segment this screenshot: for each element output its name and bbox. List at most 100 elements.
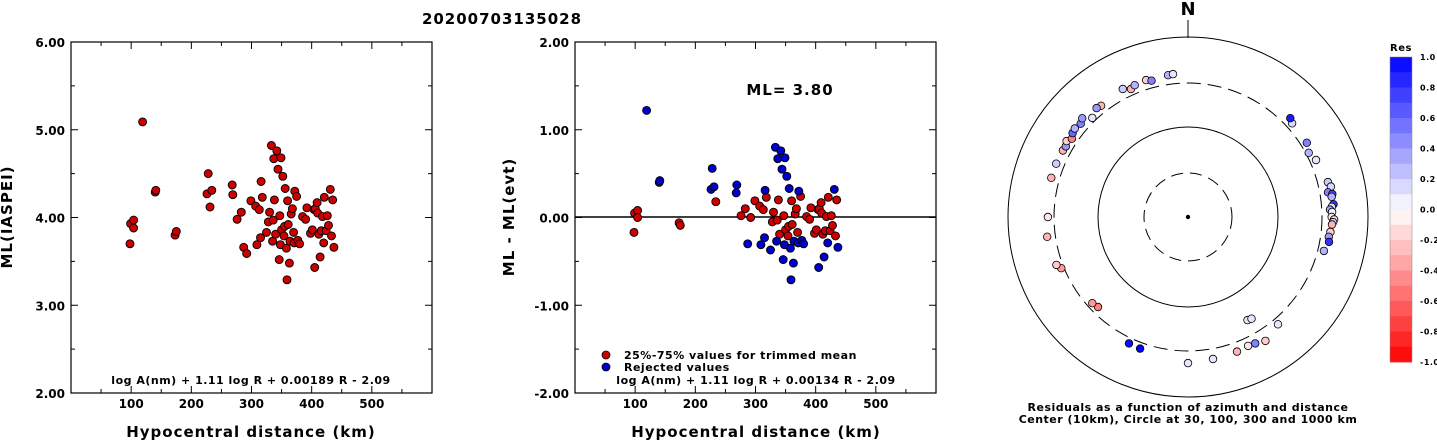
data-point [283, 196, 293, 206]
data-point [788, 258, 798, 268]
data-point [129, 223, 139, 233]
figure-title: 20200703135028 [422, 10, 582, 28]
data-point [816, 198, 826, 208]
data-point [784, 184, 794, 193]
data-point [289, 227, 299, 237]
polar-points [1042, 69, 1339, 368]
x-tick-label: 100 [119, 397, 144, 411]
circle-30km [1143, 172, 1233, 262]
colorbar-cell [1390, 209, 1412, 226]
data-point [743, 239, 753, 249]
data-point [151, 185, 161, 195]
data-point [786, 275, 796, 285]
data-point [793, 227, 803, 237]
data-point [312, 198, 322, 208]
colorbar-cell [1390, 87, 1412, 104]
data-point [324, 220, 333, 230]
data-point [274, 255, 284, 265]
data-point [256, 233, 265, 243]
polar-point [1042, 232, 1052, 241]
x-tick-label: 400 [299, 397, 324, 411]
colorbar-tick-label: 0.8 [1420, 84, 1436, 93]
polar-point [1261, 336, 1270, 346]
data-point [766, 245, 775, 255]
colorbar-cell [1390, 118, 1412, 134]
data-point [319, 192, 329, 202]
data-point [272, 146, 282, 156]
polar-point [1051, 159, 1061, 168]
data-point [283, 220, 293, 229]
data-point [315, 252, 325, 262]
polar-point [1092, 103, 1101, 113]
colorbar-tick-label: -0.4 [1420, 267, 1437, 276]
data-point [257, 192, 267, 202]
data-point [276, 153, 286, 163]
colorbar-tick-label: -0.8 [1420, 328, 1437, 337]
y-tick-label: 2.00 [35, 387, 65, 401]
polar-point [1043, 212, 1053, 222]
data-point [269, 154, 279, 164]
polar-point [1327, 192, 1336, 201]
data-point [811, 225, 821, 235]
colorbar-title: Res [1390, 43, 1412, 54]
circle-300km [1053, 82, 1323, 352]
polar-point [1135, 344, 1145, 353]
polar-point [1077, 114, 1087, 123]
north-label: N [1180, 0, 1195, 20]
y-tick-label: 1.00 [539, 124, 569, 138]
polar-point [1118, 84, 1127, 94]
data-point [826, 211, 836, 221]
data-point [794, 186, 804, 196]
y-tick-label: 0.00 [539, 212, 569, 226]
x-tick-label: 200 [683, 397, 708, 411]
y-tick-label: 5.00 [35, 124, 65, 138]
legend-marker-rejected [601, 362, 611, 372]
data-point [777, 164, 787, 174]
data-point [236, 207, 246, 217]
data-point [746, 213, 756, 222]
data-point [275, 211, 285, 221]
data-point [782, 171, 792, 181]
data-point [779, 211, 789, 221]
data-point [760, 185, 770, 195]
data-point [823, 192, 833, 202]
data-point [228, 190, 238, 200]
colorbar-cell [1390, 179, 1412, 195]
y-tick-label: -1.00 [534, 299, 569, 313]
ml-iaspei-scatter-plot: 100 200 300 400 500 2.00 3.00 4.00 5.00 6.00 log … [0, 36, 433, 441]
polar-point [1250, 339, 1260, 348]
x-tick-label: 500 [359, 397, 384, 411]
y-tick-label: -2.00 [534, 387, 569, 401]
data-point [252, 240, 262, 250]
data-point [814, 263, 824, 272]
plot1-y-axis-label: ML(IASPEI) [0, 165, 16, 268]
data-point [736, 211, 746, 221]
data-point [806, 203, 816, 213]
data-point [633, 213, 643, 222]
data-point [328, 195, 338, 205]
colorbar-cell [1390, 102, 1412, 119]
data-point [319, 238, 329, 248]
colorbar-tick-label: -1.0 [1420, 358, 1437, 367]
data-point [207, 185, 217, 195]
colorbar-tick-label: 0.0 [1420, 206, 1436, 215]
data-point [707, 163, 717, 173]
residual-colorbar: Res 1.0 0.8 0.6 0.4 0.2 0.0 -0.2 -0.4 -0.6 -0.8 -1… [1389, 43, 1437, 367]
colorbar-cell [1390, 240, 1412, 256]
data-point [129, 215, 139, 225]
polar-point [1070, 124, 1079, 133]
colorbar-cell [1390, 331, 1412, 348]
data-point [278, 171, 288, 181]
data-point [232, 214, 242, 224]
polar-point [1124, 339, 1134, 348]
polar-point [1319, 246, 1329, 256]
data-point [271, 229, 281, 239]
data-point [310, 263, 320, 272]
data-point [829, 184, 839, 194]
colorbar-cell [1390, 72, 1412, 88]
data-point [799, 239, 809, 249]
plot2-formula: log A(nm) + 1.11 log R + 0.00134 R - 2.0… [616, 374, 895, 387]
data-point [125, 239, 135, 249]
data-point [279, 231, 289, 241]
